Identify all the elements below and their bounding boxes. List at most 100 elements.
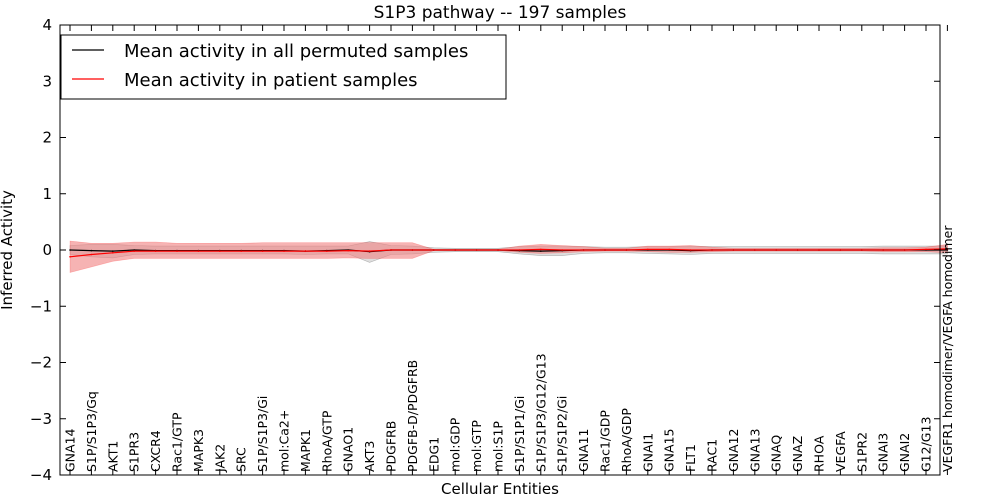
data-point-patient	[411, 249, 414, 251]
data-point-patient	[69, 255, 71, 258]
x-tick-label: AKT3	[362, 441, 377, 472]
x-tick-label: GNAZ	[790, 436, 805, 472]
series-lines	[69, 248, 949, 258]
x-tick-label: RhoA/GTP	[319, 410, 334, 472]
band-patient	[69, 240, 948, 273]
y-tick-label: −4	[30, 466, 52, 484]
x-tick-label: S1PR3	[127, 432, 142, 472]
data-point-patient	[775, 249, 777, 251]
x-tick-label: GNA11	[576, 429, 591, 473]
x-tick-label: mol:Ca2+	[277, 410, 292, 472]
x-tick-label: CXCR4	[148, 430, 163, 472]
data-point-patient	[283, 250, 285, 252]
x-tick-label: GNA13	[747, 429, 762, 473]
x-tick-label: VEGFA	[833, 431, 848, 472]
legend-label-patient: Mean activity in patient samples	[124, 70, 418, 91]
data-point-permuted	[90, 249, 93, 252]
data-point-patient	[625, 249, 628, 251]
x-tick-label: GNA15	[662, 429, 677, 473]
data-point-patient	[90, 253, 93, 256]
data-point-patient	[304, 250, 307, 252]
data-point-patient	[647, 248, 649, 251]
x-tick-label: GNAI3	[876, 433, 891, 472]
y-tick-label: −1	[30, 297, 52, 315]
x-tick-label: SRC	[234, 447, 249, 472]
data-point-patient	[561, 249, 563, 251]
x-tick-label: Rac1/GDP	[598, 410, 613, 472]
x-tick-label: S1P/S1P1/Gi	[512, 396, 527, 472]
x-tick-label: mol:S1P	[491, 421, 506, 472]
chart-title: S1P3 pathway -- 197 samples	[374, 3, 627, 23]
x-tick-label: S1P/S1P2/Gi	[555, 396, 570, 472]
data-point-patient	[261, 250, 264, 252]
data-point-patient	[219, 250, 221, 252]
x-tick-label: EDG1	[426, 437, 441, 472]
x-tick-label: AKT1	[105, 441, 120, 472]
x-tick-label: Rac1/GTP	[170, 412, 185, 472]
data-point-patient	[796, 249, 799, 251]
x-tick-label: MAPK3	[191, 429, 206, 472]
data-point-patient	[882, 249, 884, 251]
data-point-patient	[518, 249, 521, 251]
data-point-patient	[668, 248, 670, 251]
data-point-permuted	[946, 249, 949, 251]
x-tick-label: RhoA/GDP	[619, 408, 634, 472]
data-point-patient	[197, 250, 200, 252]
x-tick-label: RAC1	[705, 439, 720, 472]
legend-label-permuted: Mean activity in all permuted samples	[124, 41, 468, 62]
data-point-patient	[754, 249, 756, 251]
x-tick-label: PDGFRB	[384, 421, 399, 472]
plot-frame	[59, 24, 941, 476]
x-tick-label: GNA12	[726, 429, 741, 473]
data-point-patient	[604, 249, 606, 251]
x-tick-label: GNAI2	[897, 433, 912, 472]
x-tick-label: VEGFR1 homodimer/VEGFA homodimer	[940, 225, 955, 472]
x-tick-label: FLT1	[683, 444, 698, 472]
data-point-permuted	[69, 249, 71, 251]
x-tick-label: GNAO1	[341, 427, 356, 472]
data-point-patient	[818, 249, 820, 251]
x-tick-label: S1P/S1P3/Gi	[255, 396, 270, 472]
legend: Mean activity in all permuted samples Me…	[60, 34, 507, 100]
y-tick-label: 4	[42, 16, 52, 34]
confidence-bands	[69, 240, 948, 273]
data-point-patient	[861, 249, 863, 251]
data-point-patient	[497, 249, 499, 251]
data-point-patient	[112, 252, 114, 254]
y-tick-label: −3	[30, 410, 52, 428]
x-tick-label: GNAQ	[769, 435, 784, 472]
data-point-patient	[689, 249, 692, 251]
y-tick-label: 2	[42, 129, 52, 147]
x-tick-label: GNA14	[63, 428, 78, 472]
data-point-patient	[540, 248, 542, 251]
y-tick-label: 3	[42, 72, 52, 90]
x-tick-label: RHOA	[812, 435, 827, 472]
x-tick-label: JAK2	[212, 444, 227, 473]
x-tick-label: G12/G13	[919, 417, 934, 472]
data-point-patient	[582, 249, 585, 251]
x-tick-label: S1P/S1P3/Gq	[84, 391, 99, 472]
series-line-patient	[69, 248, 948, 258]
x-tick-label: MAPK1	[298, 429, 313, 472]
x-tick-label: mol:GDP	[448, 417, 463, 472]
data-point-patient	[326, 250, 328, 252]
data-point-patient	[925, 248, 927, 251]
data-point-patient	[732, 249, 735, 251]
x-tick-label: S1P/S1P3/G12/G13	[533, 353, 548, 472]
data-point-patient	[368, 250, 371, 252]
data-point-patient	[711, 249, 713, 251]
data-point-patient	[390, 249, 392, 251]
data-point-patient	[454, 249, 457, 251]
data-point-patient	[903, 249, 906, 251]
y-axis: 4 3 2 1 0 −1 −2 −3 −4	[30, 16, 940, 484]
legend-frame	[60, 34, 507, 100]
x-axis: GNA14 S1P/S1P3/Gq AKT1 S1PR3 CXCR4 Rac1/GTP MA…	[63, 25, 955, 475]
data-point-permuted	[133, 249, 135, 251]
x-tick-label: PDGFB-D/PDGFRB	[405, 360, 420, 472]
y-axis-label: Inferred Activity	[0, 190, 16, 310]
y-tick-label: −2	[30, 354, 52, 372]
data-point-patient	[176, 250, 178, 252]
data-point-patient	[839, 249, 842, 251]
data-point-permuted	[112, 250, 114, 252]
